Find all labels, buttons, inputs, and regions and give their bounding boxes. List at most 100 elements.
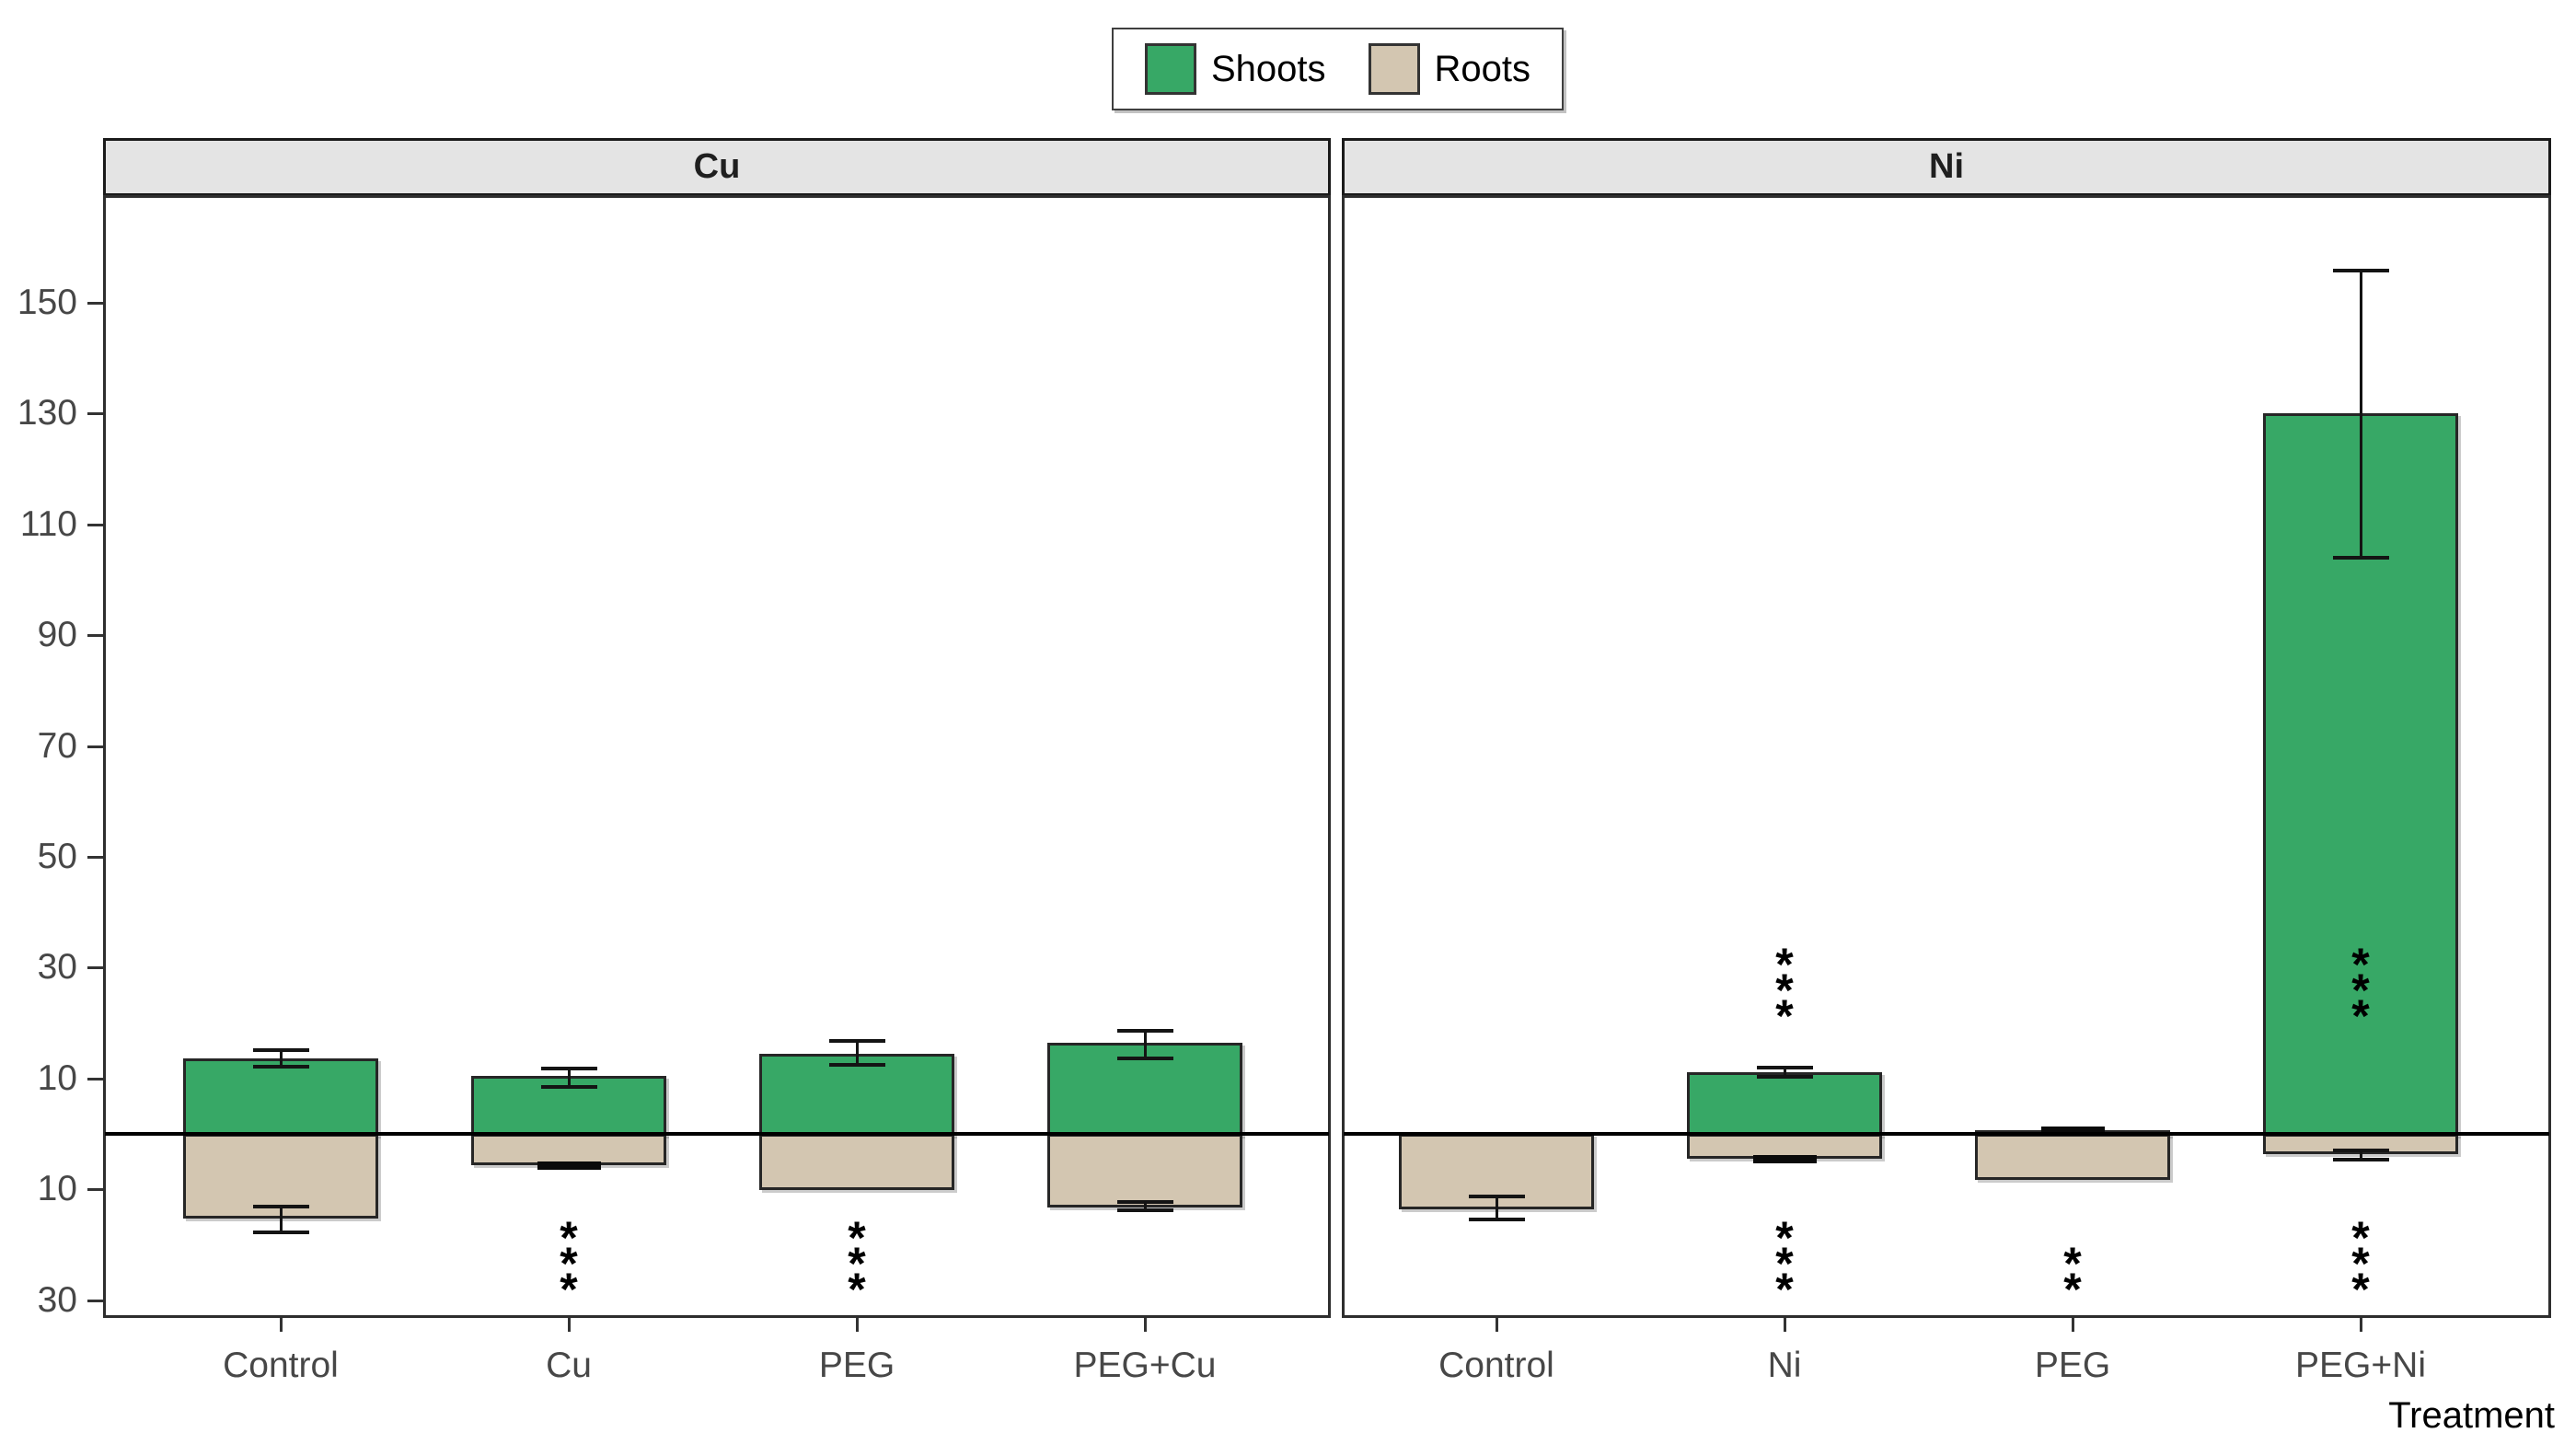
x-axis-tick	[568, 1318, 571, 1332]
y-axis-tick	[87, 1077, 103, 1080]
x-axis-label: Ni	[1767, 1346, 1802, 1385]
error-bar	[537, 1161, 601, 1171]
sig-star: *	[1775, 990, 1794, 1042]
error-bar-cap	[1116, 1200, 1173, 1205]
sig-star: *	[560, 1212, 578, 1264]
error-bar-cap	[1756, 1074, 1813, 1079]
error-bar-cap	[1116, 1028, 1173, 1033]
error-bar-cap	[540, 1066, 597, 1070]
legend: Shoots Roots	[1112, 28, 1565, 110]
y-axis-tick-label: 50	[37, 837, 77, 876]
facet-strip-ni-label: Ni	[1929, 147, 1964, 186]
error-bar-cap	[2332, 268, 2389, 272]
error-bar	[280, 1049, 283, 1067]
y-axis-tick-label: 90	[37, 615, 77, 655]
y-axis-tick-label: 30	[37, 1279, 77, 1320]
error-bar-cap	[252, 1048, 309, 1053]
sig-star: *	[2351, 1238, 2370, 1289]
legend-key-shoots	[1145, 43, 1196, 95]
bar-roots-peg	[1975, 1134, 2170, 1180]
error-bar-cap	[828, 1062, 885, 1067]
y-axis-tick	[87, 634, 103, 638]
x-axis-tick	[2360, 1318, 2362, 1332]
sig-star: *	[1775, 1264, 1794, 1315]
legend-label-shoots: Shoots	[1211, 48, 1326, 89]
bar-roots-cu	[471, 1134, 666, 1166]
error-bar-cap	[540, 1084, 597, 1089]
sig-star: *	[560, 1264, 578, 1315]
error-bar-cap	[1116, 1056, 1173, 1060]
x-axis-tick	[2072, 1318, 2074, 1332]
sig-star: *	[1775, 965, 1794, 1016]
x-axis-tick	[1784, 1318, 1786, 1332]
error-bar	[2360, 269, 2362, 558]
sig-star: *	[2351, 1212, 2370, 1264]
y-axis-tick-label: 110	[19, 503, 77, 544]
bar-roots-peg	[759, 1134, 954, 1191]
sig-star: *	[848, 1264, 866, 1315]
error-bar-cap	[252, 1064, 309, 1069]
sig-star: *	[848, 1238, 866, 1289]
error-bar-cap	[1756, 1066, 1813, 1070]
y-axis-tick-label: 10	[37, 1057, 77, 1098]
error-bar-cap	[828, 1038, 885, 1043]
error-bar-cap	[2332, 555, 2389, 560]
error-bar	[1496, 1196, 1498, 1220]
x-axis-label: Cu	[546, 1346, 592, 1385]
legend-key-roots	[1368, 43, 1420, 95]
facet-strip-cu: Cu	[103, 138, 1331, 196]
error-bar	[1784, 1067, 1786, 1077]
error-bar	[1144, 1029, 1147, 1058]
x-axis-label: Control	[1438, 1346, 1554, 1385]
x-axis-tick	[1144, 1318, 1147, 1332]
zero-line	[105, 1132, 1329, 1136]
error-bar-cap	[1468, 1195, 1525, 1199]
sig-star: *	[2351, 990, 2370, 1042]
facet-strip-cu-label: Cu	[693, 147, 741, 186]
facet-strip-ni: Ni	[1342, 138, 2551, 196]
error-bar-cap	[2332, 1149, 2389, 1153]
sig-star: *	[1775, 939, 1794, 990]
y-axis-tick-label: 130	[17, 393, 77, 433]
sig-star: *	[2351, 939, 2370, 990]
error-bar	[856, 1039, 859, 1065]
error-bar-cap	[252, 1204, 309, 1208]
sig-star: *	[1775, 1238, 1794, 1289]
sig-stars: * *	[2017, 1241, 2128, 1312]
sig-star: *	[560, 1238, 578, 1289]
sig-stars: * * *	[2305, 939, 2416, 1042]
x-axis-tick	[1496, 1318, 1498, 1332]
error-bar-cap	[252, 1231, 309, 1235]
y-axis-tick-label: 10	[37, 1169, 77, 1209]
y-axis-tick	[87, 745, 103, 748]
y-axis-tick	[87, 302, 103, 305]
y-axis-tick	[87, 412, 103, 416]
x-axis-label: PEG	[818, 1346, 895, 1385]
error-bar	[2040, 1127, 2105, 1136]
error-bar	[2360, 1150, 2362, 1160]
legend-label-roots: Roots	[1434, 48, 1531, 89]
sig-star: *	[2351, 1264, 2370, 1315]
y-axis-tick	[87, 1188, 103, 1192]
zero-line	[1344, 1132, 2549, 1136]
y-axis-tick	[87, 856, 103, 859]
error-bar-cap	[2332, 1157, 2389, 1161]
x-axis-tick	[856, 1318, 859, 1332]
x-axis-label: PEG	[2034, 1346, 2111, 1385]
error-bar	[568, 1067, 571, 1087]
y-axis-tick	[87, 523, 103, 526]
y-axis-tick	[87, 966, 103, 970]
y-axis-tick-label: 150	[17, 283, 77, 322]
error-bar	[280, 1205, 283, 1233]
error-bar-cap	[1468, 1218, 1525, 1222]
bar-shoots-ni	[1687, 1071, 1882, 1136]
error-bar-cap	[1116, 1208, 1173, 1213]
sig-stars: * * *	[1729, 939, 1840, 1042]
sig-stars: * * *	[514, 1212, 624, 1315]
y-axis-tick-label: 30	[37, 947, 77, 988]
sig-stars: * * *	[802, 1215, 912, 1315]
x-axis-tick	[280, 1318, 283, 1332]
x-axis-label: PEG+Cu	[1073, 1346, 1217, 1385]
sig-stars: * * *	[2305, 1212, 2416, 1315]
